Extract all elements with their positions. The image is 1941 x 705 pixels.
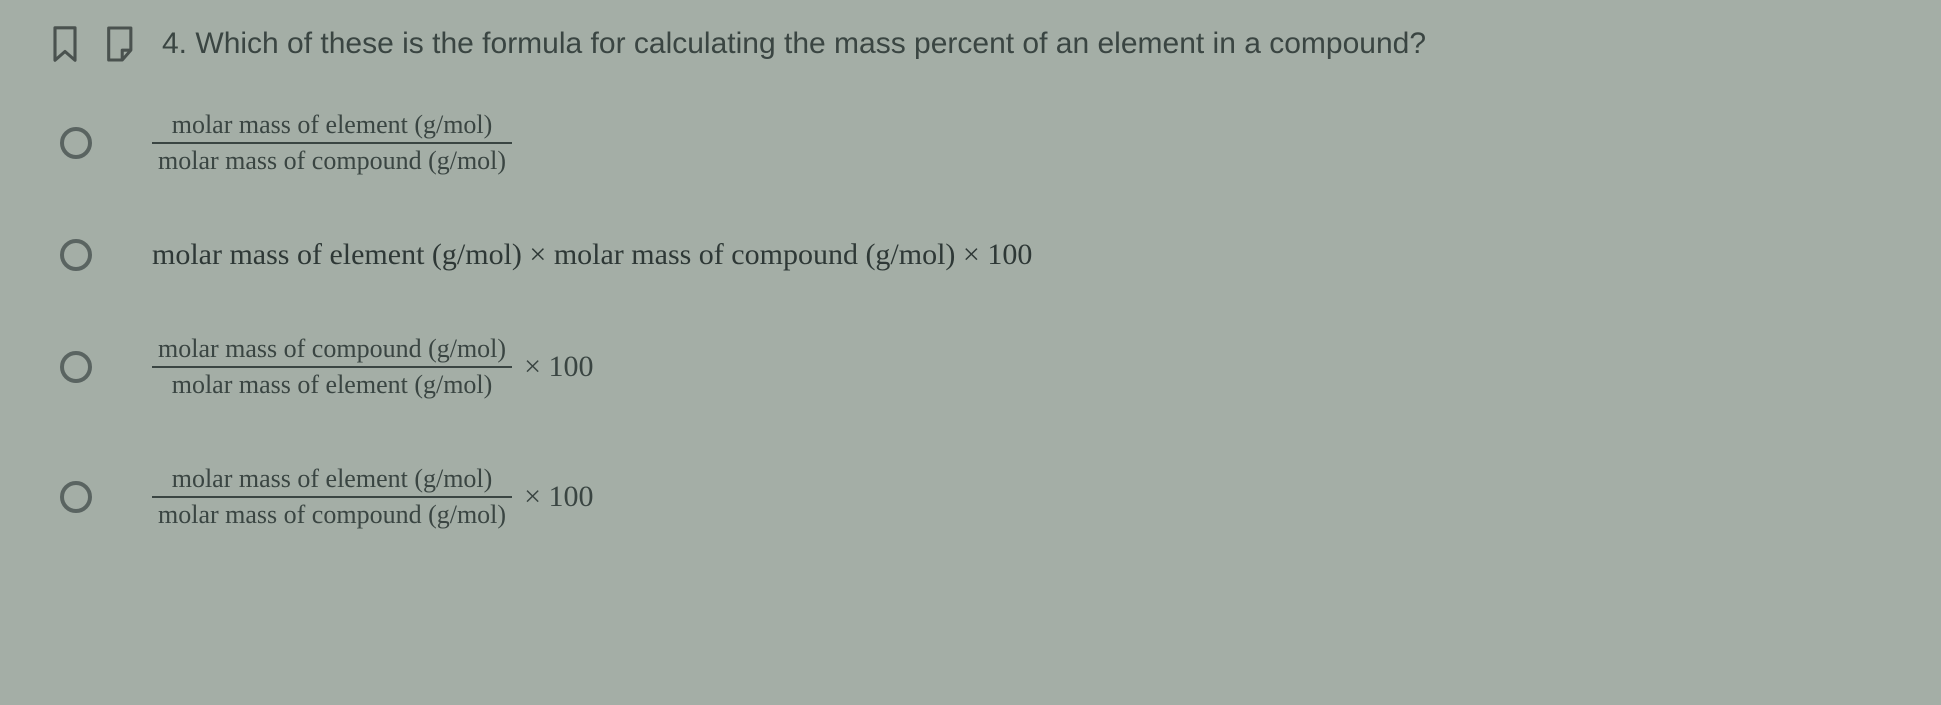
- fraction-denominator: molar mass of compound (g/mol): [152, 498, 512, 532]
- note-icon[interactable]: [105, 25, 137, 63]
- answer-options: molar mass of element (g/mol) molar mass…: [50, 108, 1941, 532]
- fraction-denominator: molar mass of element (g/mol): [166, 368, 499, 402]
- answer-option-c[interactable]: molar mass of compound (g/mol) molar mas…: [60, 332, 1941, 402]
- radio-icon[interactable]: [60, 239, 92, 271]
- formula-suffix: × 100: [524, 350, 593, 384]
- radio-icon[interactable]: [60, 481, 92, 513]
- fraction-numerator: molar mass of compound (g/mol): [152, 332, 512, 366]
- question-prompt: Which of these is the formula for calcul…: [195, 27, 1426, 60]
- formula-text: molar mass of element (g/mol) × molar ma…: [152, 238, 1032, 272]
- fraction-denominator: molar mass of compound (g/mol): [152, 144, 512, 178]
- formula-fraction: molar mass of compound (g/mol) molar mas…: [152, 332, 512, 402]
- formula-suffix: × 100: [524, 480, 593, 514]
- answer-option-b[interactable]: molar mass of element (g/mol) × molar ma…: [60, 238, 1941, 272]
- formula-fraction: molar mass of element (g/mol) molar mass…: [152, 462, 512, 532]
- formula-fraction: molar mass of element (g/mol) molar mass…: [152, 108, 512, 178]
- radio-icon[interactable]: [60, 351, 92, 383]
- bookmark-icon[interactable]: [50, 25, 80, 63]
- radio-icon[interactable]: [60, 127, 92, 159]
- question-number: 4.: [162, 27, 187, 60]
- fraction-numerator: molar mass of element (g/mol): [166, 462, 499, 496]
- answer-option-d[interactable]: molar mass of element (g/mol) molar mass…: [60, 462, 1941, 532]
- fraction-numerator: molar mass of element (g/mol): [166, 108, 499, 142]
- question-text: 4. Which of these is the formula for cal…: [162, 27, 1426, 61]
- answer-option-a[interactable]: molar mass of element (g/mol) molar mass…: [60, 108, 1941, 178]
- question-header: 4. Which of these is the formula for cal…: [50, 25, 1941, 63]
